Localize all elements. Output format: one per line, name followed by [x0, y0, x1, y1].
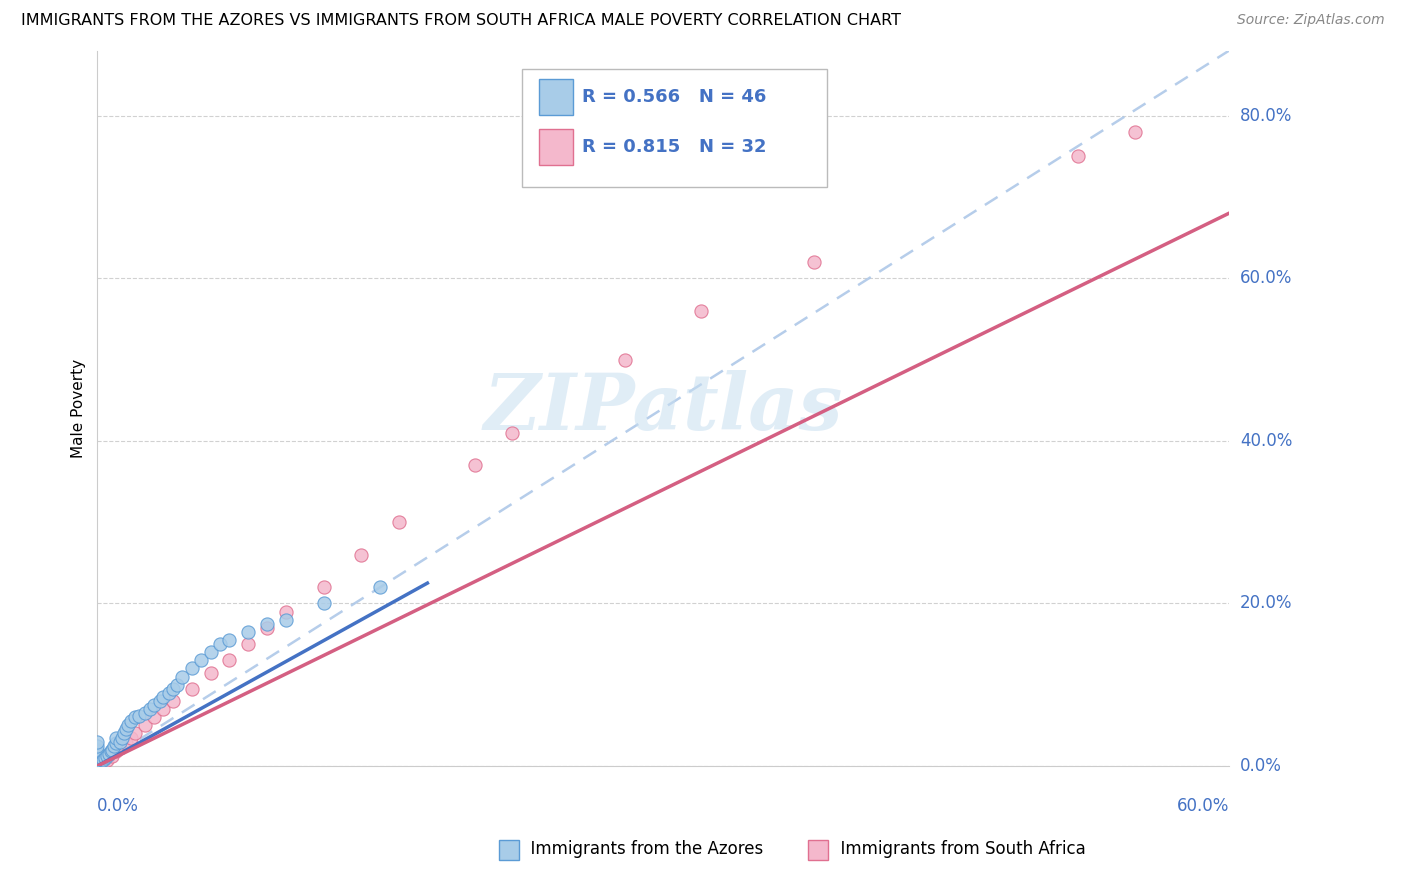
Point [97, 747, 120, 761]
Point [149, 694, 172, 708]
Text: 60.0%: 60.0% [1240, 269, 1292, 287]
Text: IMMIGRANTS FROM THE AZORES VS IMMIGRANTS FROM SOUTH AFRICA MALE POVERTY CORRELAT: IMMIGRANTS FROM THE AZORES VS IMMIGRANTS… [21, 13, 901, 29]
Point [166, 678, 188, 692]
Point [114, 723, 136, 737]
Point [464, 458, 486, 473]
Point [1123, 125, 1146, 139]
Point [152, 690, 174, 704]
Point [134, 718, 156, 732]
Point [180, 681, 202, 696]
Point [350, 548, 373, 562]
Point [111, 731, 134, 745]
Text: 0.0%: 0.0% [97, 797, 139, 814]
Point [208, 637, 231, 651]
Point [312, 580, 335, 594]
Point [157, 686, 180, 700]
Point [103, 739, 125, 753]
Point [134, 706, 156, 721]
Point [86, 754, 108, 768]
Text: 0.0%: 0.0% [1240, 757, 1282, 775]
Text: Immigrants from the Azores: Immigrants from the Azores [520, 840, 763, 858]
Point [105, 731, 128, 745]
Y-axis label: Male Poverty: Male Poverty [72, 359, 86, 458]
Point [112, 726, 135, 740]
Point [190, 653, 212, 667]
Point [86, 734, 108, 748]
Point [96, 752, 118, 766]
Point [86, 747, 108, 761]
Point [108, 741, 131, 756]
Point [614, 352, 637, 367]
Point [274, 613, 297, 627]
Point [86, 739, 108, 753]
Text: 20.0%: 20.0% [1240, 594, 1292, 613]
Point [86, 751, 108, 765]
Text: ZIPatlas: ZIPatlas [484, 370, 842, 447]
Point [128, 708, 150, 723]
Point [101, 749, 124, 764]
Point [86, 756, 108, 771]
Point [1067, 149, 1090, 163]
Point [86, 744, 108, 758]
Point [162, 681, 184, 696]
Point [86, 753, 108, 767]
Text: 80.0%: 80.0% [1240, 107, 1292, 125]
Point [501, 425, 523, 440]
Point [152, 702, 174, 716]
Point [108, 734, 131, 748]
Point [274, 605, 297, 619]
Point [105, 744, 128, 758]
Point [312, 596, 335, 610]
FancyBboxPatch shape [538, 129, 572, 165]
Point [238, 624, 260, 639]
Point [142, 710, 165, 724]
Point [86, 747, 108, 761]
Point [94, 751, 117, 765]
Point [139, 702, 162, 716]
Point [388, 515, 411, 529]
Point [238, 637, 260, 651]
Point [124, 710, 146, 724]
Text: 40.0%: 40.0% [1240, 432, 1292, 450]
Point [86, 751, 108, 765]
Point [100, 744, 122, 758]
Point [114, 736, 136, 750]
Text: 60.0%: 60.0% [1177, 797, 1229, 814]
Text: R = 0.815   N = 32: R = 0.815 N = 32 [582, 138, 766, 156]
Point [86, 756, 108, 771]
Point [689, 303, 711, 318]
Point [101, 743, 124, 757]
Point [256, 621, 278, 635]
Point [96, 749, 118, 764]
Point [200, 665, 222, 680]
Point [172, 670, 194, 684]
Point [91, 755, 114, 769]
Point [142, 698, 165, 712]
Point [218, 632, 240, 647]
Point [180, 661, 202, 675]
Point [256, 616, 278, 631]
Point [120, 714, 142, 729]
Point [86, 755, 108, 769]
Point [803, 255, 825, 269]
Point [162, 694, 184, 708]
Point [86, 743, 108, 757]
Point [124, 726, 146, 740]
Point [91, 752, 114, 766]
Point [117, 718, 139, 732]
Point [368, 580, 391, 594]
Text: Immigrants from South Africa: Immigrants from South Africa [830, 840, 1085, 858]
Point [86, 749, 108, 764]
Point [105, 736, 128, 750]
FancyBboxPatch shape [522, 69, 827, 186]
FancyBboxPatch shape [538, 79, 572, 115]
Point [200, 645, 222, 659]
Point [218, 653, 240, 667]
Text: Source: ZipAtlas.com: Source: ZipAtlas.com [1237, 13, 1385, 28]
Point [120, 731, 142, 745]
Text: R = 0.566   N = 46: R = 0.566 N = 46 [582, 88, 766, 106]
